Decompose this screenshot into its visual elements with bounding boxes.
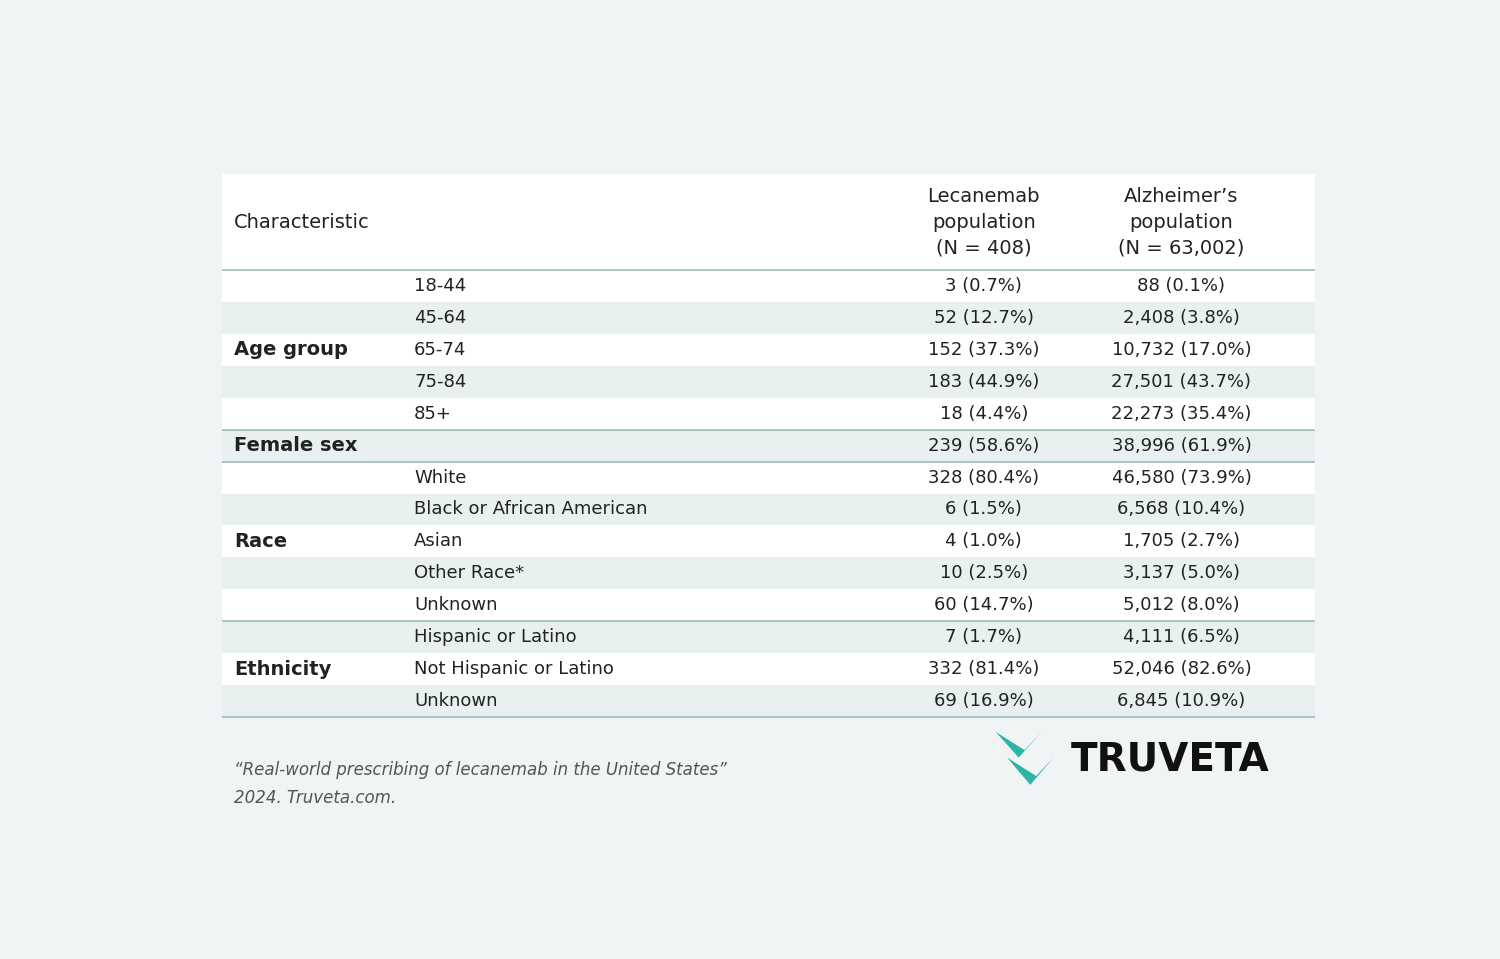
Text: 332 (81.4%): 332 (81.4%) xyxy=(928,660,1040,678)
Text: “Real-world prescribing of lecanemab in the United States”
2024. Truveta.com.: “Real-world prescribing of lecanemab in … xyxy=(234,761,728,807)
Text: 18 (4.4%): 18 (4.4%) xyxy=(939,405,1028,423)
Text: 10,732 (17.0%): 10,732 (17.0%) xyxy=(1112,341,1251,359)
Text: 22,273 (35.4%): 22,273 (35.4%) xyxy=(1112,405,1251,423)
Text: 52,046 (82.6%): 52,046 (82.6%) xyxy=(1112,660,1251,678)
Bar xyxy=(222,366,1316,398)
Text: 5,012 (8.0%): 5,012 (8.0%) xyxy=(1124,596,1239,614)
Text: 88 (0.1%): 88 (0.1%) xyxy=(1137,277,1226,295)
Text: 75-84: 75-84 xyxy=(414,373,466,391)
Text: Race: Race xyxy=(234,532,286,550)
Text: Lecanemab
population
(N = 408): Lecanemab population (N = 408) xyxy=(927,187,1040,257)
Text: 65-74: 65-74 xyxy=(414,341,466,359)
Text: 3 (0.7%): 3 (0.7%) xyxy=(945,277,1023,295)
Text: 27,501 (43.7%): 27,501 (43.7%) xyxy=(1112,373,1251,391)
Text: Alzheimer’s
population
(N = 63,002): Alzheimer’s population (N = 63,002) xyxy=(1118,187,1245,257)
Polygon shape xyxy=(996,732,1042,758)
Text: Other Race*: Other Race* xyxy=(414,564,525,582)
Text: Ethnicity: Ethnicity xyxy=(234,660,332,679)
Text: 38,996 (61.9%): 38,996 (61.9%) xyxy=(1112,436,1251,455)
Text: Age group: Age group xyxy=(234,340,348,360)
Bar xyxy=(222,270,1316,717)
Text: Female sex: Female sex xyxy=(234,436,357,456)
Text: 183 (44.9%): 183 (44.9%) xyxy=(928,373,1040,391)
Bar xyxy=(222,557,1316,589)
Text: 1,705 (2.7%): 1,705 (2.7%) xyxy=(1124,532,1240,550)
Text: White: White xyxy=(414,469,466,486)
Polygon shape xyxy=(1007,758,1053,784)
Text: TRUVETA: TRUVETA xyxy=(1071,740,1269,779)
Text: 328 (80.4%): 328 (80.4%) xyxy=(928,469,1040,486)
Text: 6 (1.5%): 6 (1.5%) xyxy=(945,501,1023,519)
Text: Asian: Asian xyxy=(414,532,464,550)
Text: 60 (14.7%): 60 (14.7%) xyxy=(934,596,1034,614)
Text: 46,580 (73.9%): 46,580 (73.9%) xyxy=(1112,469,1251,486)
Text: 52 (12.7%): 52 (12.7%) xyxy=(934,309,1034,327)
Text: Hispanic or Latino: Hispanic or Latino xyxy=(414,628,578,646)
Text: Black or African American: Black or African American xyxy=(414,501,648,519)
Bar xyxy=(222,494,1316,526)
Text: 239 (58.6%): 239 (58.6%) xyxy=(928,436,1040,455)
Text: 69 (16.9%): 69 (16.9%) xyxy=(934,692,1034,710)
Text: 2,408 (3.8%): 2,408 (3.8%) xyxy=(1124,309,1240,327)
Text: 85+: 85+ xyxy=(414,405,452,423)
Text: 6,568 (10.4%): 6,568 (10.4%) xyxy=(1118,501,1245,519)
Text: Unknown: Unknown xyxy=(414,596,498,614)
Text: Unknown: Unknown xyxy=(414,692,498,710)
Text: 6,845 (10.9%): 6,845 (10.9%) xyxy=(1118,692,1245,710)
Text: 7 (1.7%): 7 (1.7%) xyxy=(945,628,1023,646)
Text: 3,137 (5.0%): 3,137 (5.0%) xyxy=(1124,564,1240,582)
Bar xyxy=(222,685,1316,717)
Bar xyxy=(222,621,1316,653)
Text: 4,111 (6.5%): 4,111 (6.5%) xyxy=(1124,628,1240,646)
Bar xyxy=(222,175,1316,270)
Bar xyxy=(222,302,1316,334)
Text: 152 (37.3%): 152 (37.3%) xyxy=(928,341,1040,359)
Bar xyxy=(222,430,1316,461)
Text: 4 (1.0%): 4 (1.0%) xyxy=(945,532,1022,550)
Text: 10 (2.5%): 10 (2.5%) xyxy=(939,564,1028,582)
Text: Not Hispanic or Latino: Not Hispanic or Latino xyxy=(414,660,614,678)
Text: 45-64: 45-64 xyxy=(414,309,466,327)
Text: Characteristic: Characteristic xyxy=(234,213,369,232)
Text: 18-44: 18-44 xyxy=(414,277,466,295)
